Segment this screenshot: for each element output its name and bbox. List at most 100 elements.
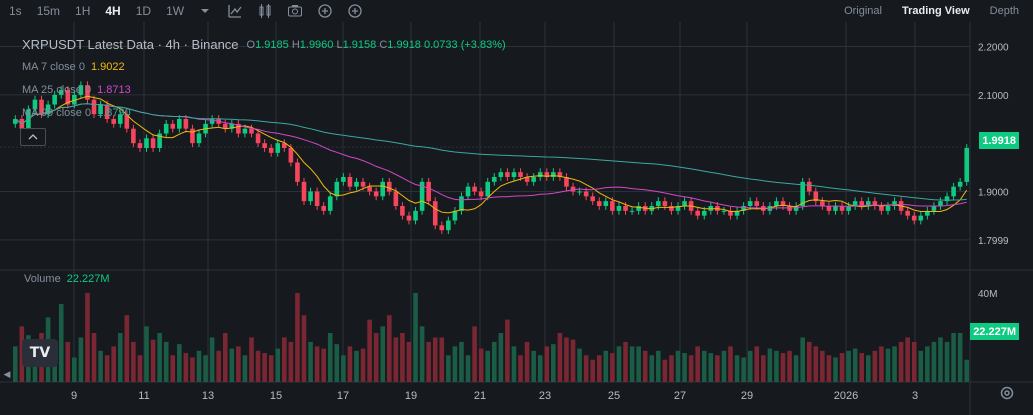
view-trading-view[interactable]: Trading View — [901, 5, 970, 17]
candle-body — [131, 128, 136, 144]
candle-body — [104, 104, 110, 119]
volume-bar — [852, 348, 858, 382]
candle-body — [583, 191, 589, 197]
candle-body — [472, 186, 477, 192]
candle-body — [741, 206, 746, 211]
candle-body — [872, 201, 878, 206]
volume-bar — [465, 355, 471, 382]
candle-body — [150, 138, 156, 148]
candle-body — [308, 191, 313, 202]
volume-bar — [505, 319, 510, 382]
volume-bar — [413, 292, 418, 382]
candle-body — [564, 177, 569, 187]
volume-bar — [872, 350, 878, 382]
volume-bar — [610, 353, 615, 382]
plus-circle-icon[interactable] — [310, 3, 340, 19]
candle-body — [419, 181, 425, 211]
chart-toolbar: 1s 15m 1H 4H 1D 1W — [0, 0, 1033, 22]
candle-body — [196, 133, 202, 144]
volume-bar — [367, 319, 372, 382]
ma7-line — [15, 95, 968, 214]
indicator-icon[interactable] — [250, 3, 280, 19]
volume-bar — [957, 333, 963, 382]
camera-icon[interactable] — [280, 3, 310, 19]
candle-body — [747, 201, 753, 206]
timeframe-1s[interactable]: 1s — [9, 4, 22, 18]
candle-body — [846, 206, 851, 211]
chart-legend: XRPUSDT Latest Data · 4h · Binance O1.91… — [0, 35, 506, 124]
volume-bar — [656, 350, 661, 382]
price-chart[interactable]: 2.2000 2.1000 1.9000 1.7999 40M 9 11 13 15 17 19 21… — [0, 22, 1033, 415]
volume-bar — [65, 341, 71, 382]
x-tick-label: 25 — [608, 390, 620, 402]
ma99-legend: MA 99 close 0 1.8790 — [22, 106, 131, 119]
volume-bar — [190, 357, 195, 382]
timeframe-1h[interactable]: 1H — [75, 4, 91, 18]
volume-bar — [774, 350, 779, 382]
x-tick-label: 17 — [337, 390, 349, 402]
candle-body — [98, 104, 103, 115]
candle-body — [551, 172, 556, 177]
candle-body — [596, 201, 602, 206]
candle-body — [505, 172, 510, 177]
view-depth[interactable]: Depth — [989, 5, 1019, 17]
volume-bar — [131, 341, 136, 382]
chevron-down-icon[interactable] — [190, 7, 220, 15]
candle-body — [183, 119, 189, 129]
timeframe-1d[interactable]: 1D — [135, 4, 152, 18]
candle-body — [787, 206, 792, 211]
timeframe-1w[interactable]: 1W — [166, 4, 185, 18]
ohlc-values: O1.9185 H1.9960 L1.9158 C1.9918 0.0733 (… — [246, 39, 506, 51]
x-tick-label: 15 — [270, 390, 282, 402]
candle-body — [334, 181, 340, 197]
candle-body — [491, 177, 497, 182]
line-tool-icon[interactable] — [220, 3, 250, 19]
settings-icon[interactable] — [999, 385, 1015, 406]
volume-bar — [754, 346, 760, 382]
volume-bar — [951, 333, 956, 382]
ma99-line — [15, 103, 967, 201]
volume-bar — [793, 355, 799, 382]
y-tick-label: 2.2000 — [978, 43, 1009, 54]
volume-bar — [255, 350, 261, 382]
volume-bar — [577, 348, 582, 382]
candle-body — [793, 206, 799, 211]
candle-body — [111, 119, 117, 124]
volume-bar — [222, 333, 228, 382]
candle-body — [925, 210, 930, 216]
candle-body — [485, 181, 491, 197]
x-tick-label: 21 — [474, 390, 486, 402]
timeframe-4h[interactable]: 4H — [105, 4, 121, 18]
volume-axis-label: 40M — [978, 289, 997, 300]
volume-bar — [439, 337, 445, 382]
candle-body — [288, 148, 294, 163]
volume-bar — [98, 350, 103, 382]
volume-bar — [931, 341, 937, 382]
candle-body — [406, 215, 412, 221]
candle-body — [452, 210, 458, 221]
candle-body — [695, 210, 700, 216]
volume-bar — [537, 355, 543, 382]
collapse-legend-button[interactable] — [20, 128, 46, 146]
volume-bar — [386, 315, 392, 382]
candle-body — [813, 191, 819, 202]
volume-bar — [72, 357, 77, 382]
candle-body — [373, 191, 379, 197]
volume-bar — [911, 341, 917, 382]
view-original[interactable]: Original — [844, 5, 882, 17]
scroll-left-icon[interactable]: ◀ — [3, 368, 11, 379]
volume-bar — [898, 341, 904, 382]
candle-body — [577, 191, 582, 193]
timeframe-15m[interactable]: 15m — [36, 4, 61, 18]
candle-body — [826, 206, 832, 211]
candle-body — [52, 94, 57, 105]
volume-bar — [531, 350, 536, 382]
candle-body — [701, 210, 707, 216]
candle-body — [800, 181, 805, 206]
candle-body — [170, 123, 176, 129]
candle-body — [590, 196, 596, 202]
volume-bar — [734, 355, 740, 382]
plus-circle-icon[interactable] — [340, 3, 370, 19]
candle-body — [400, 206, 405, 216]
candle-body — [478, 191, 484, 197]
